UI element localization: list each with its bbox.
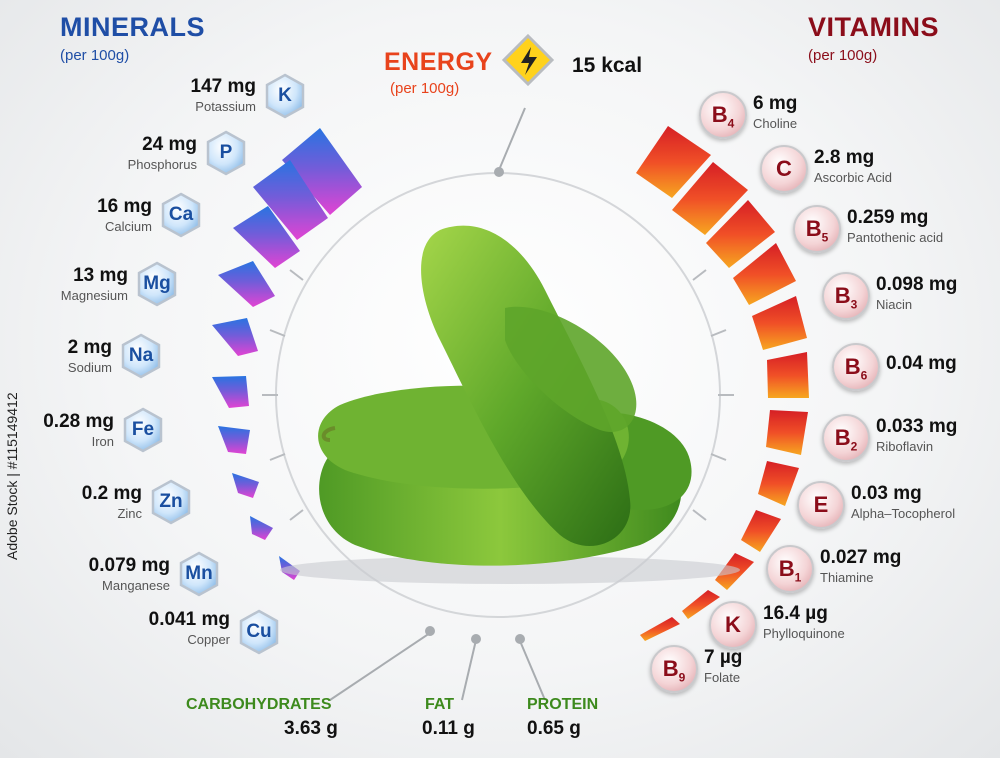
- mineral-badge-zinc: Zn: [150, 479, 192, 525]
- mineral-value: 0.041 mg: [148, 609, 230, 630]
- mineral-value: 0.28 mg: [43, 411, 114, 432]
- vitamin-value: 0.033 mg: [876, 416, 958, 437]
- mineral-value: 24 mg: [142, 134, 197, 155]
- vitamin-symbol: C: [776, 156, 792, 181]
- mineral-symbol: Zn: [159, 491, 183, 512]
- vitamin-badge: B3: [822, 272, 870, 320]
- mineral-symbol: Na: [128, 345, 154, 366]
- fat-label: FAT: [425, 696, 455, 713]
- vitamins-subtitle: (per 100g): [808, 47, 878, 64]
- mineral-symbol: K: [278, 85, 292, 106]
- fat-value: 0.11 g: [422, 718, 475, 739]
- vitamin-symbol: E: [813, 492, 829, 517]
- protein-label: PROTEIN: [527, 696, 599, 713]
- vitamin-name: Alpha–Tocopherol: [851, 506, 956, 521]
- vitamin-value: 6 mg: [753, 93, 798, 114]
- energy-value: 15 kcal: [572, 54, 643, 77]
- vitamin-badge: B9: [650, 645, 698, 693]
- vitamin-value: 2.8 mg: [814, 147, 875, 168]
- vitamin-name: Thiamine: [820, 570, 874, 585]
- vitamin-value: 0.098 mg: [876, 274, 958, 295]
- vitamin-badge: B4: [699, 91, 747, 139]
- mineral-badge-copper: Cu: [238, 609, 280, 655]
- vitamin-name: Ascorbic Acid: [814, 170, 893, 185]
- mineral-badge-potassium: K: [264, 73, 306, 119]
- mineral-badge-iron: Fe: [122, 407, 164, 453]
- mineral-badge-calcium: Ca: [160, 192, 202, 238]
- vitamin-symbol: B4: [711, 102, 735, 131]
- mineral-value: 0.2 mg: [81, 483, 142, 504]
- vitamin-badge: K: [709, 601, 757, 649]
- vitamin-symbol: B6: [844, 354, 868, 383]
- mineral-symbol: P: [219, 142, 233, 163]
- vitamin-badge: B5: [793, 205, 841, 253]
- vitamin-value: 0.027 mg: [820, 547, 902, 568]
- vitamin-name: Phylloquinone: [763, 626, 845, 641]
- minerals-title: MINERALS: [60, 12, 205, 42]
- cucumbers-illustration: [318, 225, 692, 566]
- vitamin-symbol: B1: [778, 556, 802, 585]
- vitamin-value: 16.4 µg: [763, 603, 828, 624]
- vitamin-badge: B1: [766, 545, 814, 593]
- mineral-value: 0.079 mg: [88, 555, 170, 576]
- watermark: Adobe Stock | #115149412: [4, 392, 20, 560]
- mineral-symbol: Fe: [131, 419, 155, 440]
- mineral-name: Magnesium: [60, 288, 128, 303]
- mineral-badge-sodium: Na: [120, 333, 162, 379]
- carbohydrates-value: 3.63 g: [284, 718, 338, 739]
- vitamin-name: Folate: [704, 670, 741, 685]
- energy-title: ENERGY: [384, 48, 493, 76]
- mineral-name: Copper: [187, 632, 230, 647]
- vitamin-name: Choline: [753, 116, 798, 131]
- mineral-badge-magnesium: Mg: [136, 261, 178, 307]
- vitamin-name: Niacin: [876, 297, 913, 312]
- mineral-symbol: Mg: [143, 273, 171, 294]
- vitamin-badge: B6: [832, 343, 880, 391]
- mineral-value: 16 mg: [97, 196, 152, 217]
- mineral-badge-phosphorus: P: [205, 130, 247, 176]
- vitamin-badge: C: [760, 145, 808, 193]
- carbohydrates-label: CARBOHYDRATES: [186, 696, 332, 713]
- protein-value: 0.65 g: [527, 718, 581, 739]
- vitamin-value: 0.04 mg: [886, 353, 957, 374]
- minerals-subtitle: (per 100g): [60, 47, 130, 64]
- vitamin-symbol: B5: [805, 216, 829, 245]
- mineral-name: Sodium: [67, 360, 112, 375]
- mineral-badge-manganese: Mn: [178, 551, 220, 597]
- vitamin-symbol: K: [725, 612, 741, 637]
- mineral-value: 13 mg: [73, 265, 128, 286]
- mineral-name: Manganese: [102, 578, 170, 593]
- vitamin-value: 7 µg: [704, 647, 743, 668]
- vitamin-symbol: B9: [662, 656, 686, 685]
- energy-subtitle: (per 100g): [390, 80, 460, 97]
- mineral-name: Potassium: [195, 99, 256, 114]
- vitamin-name: Riboflavin: [876, 439, 934, 454]
- vitamin-badge: E: [797, 481, 845, 529]
- mineral-symbol: Cu: [246, 621, 272, 642]
- mineral-name: Phosphorus: [127, 157, 197, 172]
- mineral-name: Zinc: [117, 506, 142, 521]
- vitamins-title: VITAMINS: [808, 12, 939, 42]
- vitamin-name: Pantothenic acid: [847, 230, 944, 245]
- vitamin-symbol: B3: [834, 283, 858, 312]
- mineral-symbol: Ca: [168, 204, 194, 225]
- vitamin-badge: B2: [822, 414, 870, 462]
- mineral-symbol: Mn: [185, 563, 213, 584]
- mineral-value: 2 mg: [67, 337, 112, 358]
- mineral-value: 147 mg: [190, 76, 256, 97]
- lightning-icon: [501, 33, 555, 87]
- mineral-name: Calcium: [105, 219, 152, 234]
- mineral-name: Iron: [91, 434, 114, 449]
- vitamin-value: 0.259 mg: [847, 207, 929, 228]
- vitamin-symbol: B2: [834, 425, 858, 454]
- vitamin-value: 0.03 mg: [851, 483, 922, 504]
